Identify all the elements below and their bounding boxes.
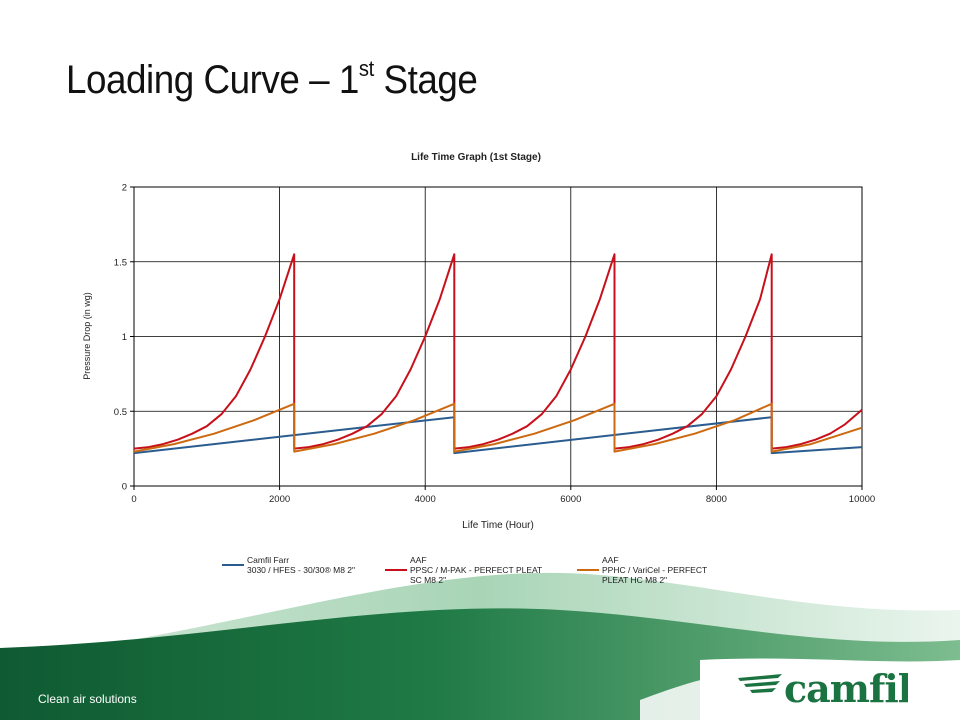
legend-item-camfil: Camfil Farr 3030 / HFES - 30/30® M8 2" xyxy=(222,555,355,575)
series-line-0 xyxy=(133,416,863,455)
legend-label: AAF xyxy=(410,555,427,565)
series-line-1 xyxy=(133,253,863,450)
logo-swoosh-icon xyxy=(738,674,782,693)
legend-label: AAF xyxy=(602,555,619,565)
legend-label: PPSC / M-PAK - PERFECT PLEAT xyxy=(410,565,542,575)
x-tick-label: 0 xyxy=(131,494,136,505)
x-tick-label: 2000 xyxy=(269,494,290,505)
x-tick-label: 10000 xyxy=(849,494,875,505)
x-tick-label: 6000 xyxy=(560,494,581,505)
chart: Life Time Graph (1st Stage) 0 0.5 1 1.5 2 0 2… xyxy=(82,152,875,531)
y-tick-label: 0.5 xyxy=(114,407,127,418)
gridlines xyxy=(134,187,862,486)
slide-title-main: Loading Curve – 1 xyxy=(66,58,359,102)
x-axis-label: Life Time (Hour) xyxy=(462,520,534,531)
y-axis-ticks: 0 0.5 1 1.5 2 xyxy=(114,183,134,493)
series-lines xyxy=(133,253,863,455)
footer-tagline: Clean air solutions xyxy=(38,692,137,706)
camfil-logo: camfil xyxy=(738,666,908,710)
legend-item-aaf-ppsc: AAF PPSC / M-PAK - PERFECT PLEAT SC M8 2… xyxy=(385,555,542,585)
y-tick-label: 1 xyxy=(122,332,127,343)
legend-label: PPHC / VariCel - PERFECT xyxy=(602,565,707,575)
legend-label: Camfil Farr xyxy=(247,555,289,565)
x-tick-label: 4000 xyxy=(415,494,436,505)
series-line-2 xyxy=(133,402,863,453)
y-axis-label: Pressure Drop (in wg) xyxy=(82,292,92,380)
y-tick-label: 0 xyxy=(122,482,127,493)
x-tick-label: 8000 xyxy=(706,494,727,505)
legend-item-aaf-pphc: AAF PPHC / VariCel - PERFECT PLEAT HC M8… xyxy=(577,555,707,585)
y-tick-label: 1.5 xyxy=(114,257,127,268)
x-axis-ticks: 0 2000 4000 6000 8000 10000 xyxy=(131,486,875,505)
logo-text: camfil xyxy=(784,666,908,710)
legend-label: SC M8 2" xyxy=(410,575,446,585)
footer-wave xyxy=(0,572,960,720)
chart-title: Life Time Graph (1st Stage) xyxy=(411,152,541,163)
legend: Camfil Farr 3030 / HFES - 30/30® M8 2" A… xyxy=(222,555,707,585)
legend-label: 3030 / HFES - 30/30® M8 2" xyxy=(247,565,355,575)
slide-title-end: Stage xyxy=(373,58,478,102)
slide-title: Loading Curve – 1st Stage xyxy=(66,56,478,103)
y-tick-label: 2 xyxy=(122,183,127,194)
slide-title-superscript: st xyxy=(358,56,374,81)
legend-label: PLEAT HC M8 2" xyxy=(602,575,667,585)
